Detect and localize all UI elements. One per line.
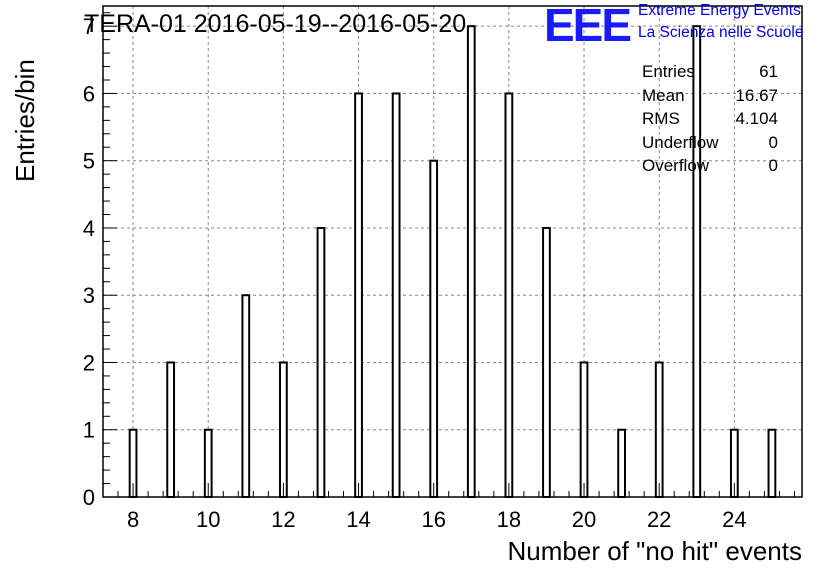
stats-row-underflow: Underflow 0 [642,131,778,155]
stats-value: 0 [768,132,778,152]
stats-label: Entries [642,62,695,81]
stats-value: 16.67 [735,85,778,105]
histogram-bar [504,92,514,498]
histogram-bars [128,25,777,499]
stats-row-mean: Mean 16.67 [642,84,778,108]
stats-row-entries: Entries 61 [642,60,778,84]
eee-logo: EEE [544,0,632,51]
histogram-bar [466,25,476,499]
y-tick-label: 0 [83,485,95,510]
y-axis-label: Entries/bin [10,59,40,182]
histogram-bar [316,226,326,499]
stats-label: Overflow [642,156,710,175]
histogram-bar [654,361,664,499]
x-tick-label: 8 [127,507,139,532]
histogram-bar [279,361,288,499]
histogram-bar [166,361,176,499]
y-tick-label: 5 [83,149,95,174]
histogram-bar [241,294,251,498]
plot-frame [102,5,803,498]
stats-value: 61 [759,62,778,81]
x-tick-label: 12 [271,507,295,532]
y-tick-label: 1 [83,418,95,443]
logo-line2: La Scienza nelle Scuole [638,24,804,41]
x-tick-label: 20 [572,507,596,532]
x-tick-label: 14 [346,507,370,532]
y-tick-label: 2 [83,350,95,375]
histogram-bar [391,92,401,498]
stats-label: Underflow [642,132,719,152]
stats-row-rms: RMS 4.104 [642,107,778,131]
x-axis-label: Number of "no hit" events [507,536,803,566]
y-tick-label: 7 [83,14,95,39]
stats-label: Mean [642,85,685,105]
y-tick-label: 3 [83,283,95,308]
stats-box: Entries 61 Mean 16.67 RMS 4.104 Underflow 0 … [642,60,778,178]
axes [102,5,803,498]
x-tick-label: 10 [196,507,220,532]
histogram-bar [429,159,439,498]
histogram-bar [767,428,777,498]
x-tick-label: 18 [497,507,521,532]
logo-line1: Extreme Energy Events [638,2,801,19]
x-tick-label: 24 [722,507,746,532]
stats-value: 4.104 [735,109,778,128]
y-tick-label: 6 [83,81,95,106]
stats-label: RMS [642,109,680,128]
histogram-bar [617,428,626,498]
histogram-bar [354,92,363,498]
stats-row-overflow: Overflow 0 [642,154,778,178]
chart-title: TERA-01 2016-05-19--2016-05-20 [84,10,467,38]
x-tick-label: 22 [647,507,671,532]
histogram-bar [542,226,551,499]
x-tick-label: 16 [421,507,445,532]
y-tick-label: 4 [83,216,95,241]
histogram-bar [579,361,589,499]
stats-value: 0 [768,156,778,175]
